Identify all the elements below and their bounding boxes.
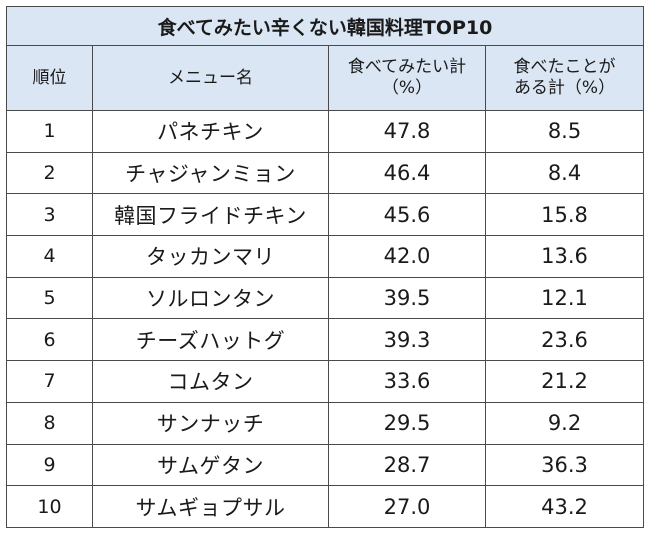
table-row: 5 ソルロンタン 39.5 12.1	[6, 276, 645, 320]
menu-name-cell: サムギョプサル	[92, 485, 329, 528]
eaten-percent-cell: 8.5	[484, 110, 645, 153]
header-menu-name: メニュー名	[92, 45, 329, 111]
rank-cell: 9	[6, 443, 93, 487]
table-row: 10 サムギョプサル 27.0 43.2	[6, 485, 645, 528]
menu-name-cell: タッカンマリ	[92, 235, 329, 278]
menu-name-cell: コムタン	[92, 360, 329, 403]
table-row: 6 チーズハットグ 39.3 23.6	[6, 318, 645, 362]
header-want-line2: （%）	[381, 78, 433, 98]
want-percent-cell: 45.6	[328, 193, 486, 237]
eaten-percent-cell: 21.2	[484, 360, 645, 403]
header-eaten-line2: ある計（%）	[513, 78, 616, 98]
table-row: 1 パネチキン 47.8 8.5	[6, 110, 645, 153]
rank-cell: 1	[6, 110, 93, 153]
header-eaten-line1: 食べたことが	[513, 57, 616, 77]
rank-cell: 10	[6, 485, 93, 528]
title-row: 食べてみたい辛くない韓国料理TOP10	[5, 6, 645, 46]
menu-name-cell: チャジャンミョン	[92, 151, 329, 195]
table-row: 8 サンナッチ 29.5 9.2	[6, 401, 645, 445]
menu-name-cell: サムゲタン	[92, 443, 329, 487]
eaten-percent-cell: 13.6	[484, 235, 645, 278]
eaten-percent-cell: 12.1	[484, 276, 645, 320]
eaten-percent-cell: 23.6	[484, 318, 645, 362]
rank-cell: 8	[6, 401, 93, 445]
want-percent-cell: 39.5	[328, 276, 486, 320]
want-percent-cell: 33.6	[328, 360, 486, 403]
want-percent-cell: 42.0	[328, 235, 486, 278]
menu-name-cell: 韓国フライドチキン	[92, 193, 329, 237]
want-percent-cell: 39.3	[328, 318, 486, 362]
header-have-eaten: 食べたことが ある計（%）	[484, 45, 645, 111]
table-title: 食べてみたい辛くない韓国料理TOP10	[5, 6, 645, 46]
rank-cell: 7	[6, 360, 93, 403]
want-percent-cell: 27.0	[328, 485, 486, 528]
header-want-line1: 食べてみたい計	[347, 57, 467, 77]
table-body: 1 パネチキン 47.8 8.5 2 チャジャンミョン 46.4 8.4 3 韓…	[6, 110, 645, 528]
table-row: 7 コムタン 33.6 21.2	[6, 360, 645, 403]
table-row: 4 タッカンマリ 42.0 13.6	[6, 235, 645, 278]
eaten-percent-cell: 9.2	[484, 401, 645, 445]
rank-cell: 3	[6, 193, 93, 237]
rank-cell: 6	[6, 318, 93, 362]
eaten-percent-cell: 36.3	[484, 443, 645, 487]
header-want-to-eat: 食べてみたい計 （%）	[328, 45, 486, 111]
eaten-percent-cell: 43.2	[484, 485, 645, 528]
ranking-table: 食べてみたい辛くない韓国料理TOP10 順位 メニュー名 食べてみたい計 （%）…	[5, 6, 645, 528]
menu-name-cell: パネチキン	[92, 110, 329, 153]
header-rank: 順位	[6, 45, 93, 111]
want-percent-cell: 28.7	[328, 443, 486, 487]
rank-cell: 4	[6, 235, 93, 278]
want-percent-cell: 47.8	[328, 110, 486, 153]
rank-cell: 2	[6, 151, 93, 195]
menu-name-cell: チーズハットグ	[92, 318, 329, 362]
menu-name-cell: ソルロンタン	[92, 276, 329, 320]
header-row: 順位 メニュー名 食べてみたい計 （%） 食べたことが ある計（%）	[6, 45, 645, 111]
table-row: 3 韓国フライドチキン 45.6 15.8	[6, 193, 645, 237]
table-row: 9 サムゲタン 28.7 36.3	[6, 443, 645, 487]
rank-cell: 5	[6, 276, 93, 320]
menu-name-cell: サンナッチ	[92, 401, 329, 445]
eaten-percent-cell: 15.8	[484, 193, 645, 237]
eaten-percent-cell: 8.4	[484, 151, 645, 195]
table-row: 2 チャジャンミョン 46.4 8.4	[6, 151, 645, 195]
want-percent-cell: 46.4	[328, 151, 486, 195]
want-percent-cell: 29.5	[328, 401, 486, 445]
